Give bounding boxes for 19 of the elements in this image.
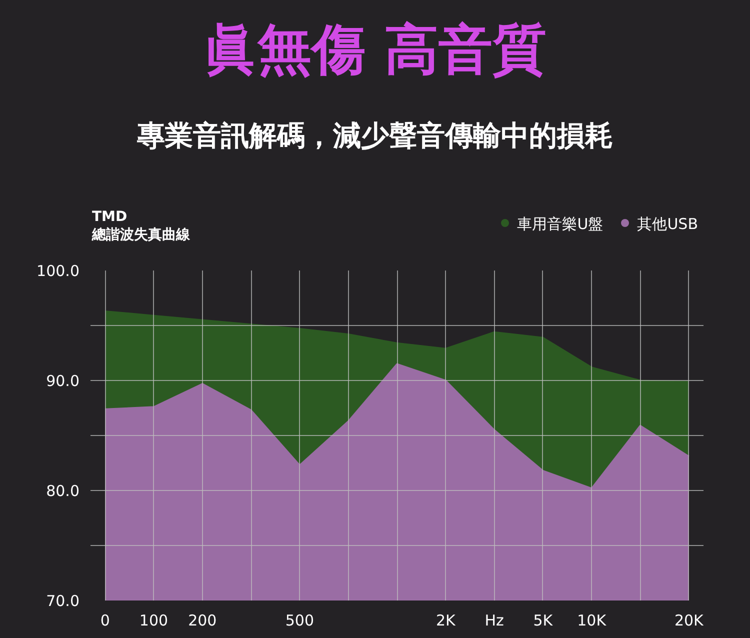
- x-tick-label: 2K: [436, 612, 457, 630]
- x-tick-label: 20K: [674, 612, 705, 630]
- text: TMD: [92, 209, 128, 225]
- x-tick-label: 0: [100, 612, 110, 630]
- x-tick-label: 100: [139, 612, 168, 630]
- x-tick-label: 500: [285, 612, 314, 630]
- chart-subtitle: 專業音訊解碼，減少聲音傳輸中的損耗: [136, 118, 614, 154]
- y-tick-label: 90.0: [46, 372, 80, 390]
- x-tick-label: 10K: [577, 612, 608, 630]
- x-tick-label: 200: [188, 612, 217, 630]
- text: 總諧波失真曲線: [92, 227, 190, 243]
- y-tick-label: 70.0: [46, 592, 80, 610]
- x-tick-label: 5K: [533, 612, 554, 630]
- y-tick-label: 80.0: [46, 482, 80, 500]
- y-tick-label: 100.0: [36, 262, 80, 280]
- x-tick-label: Hz: [484, 612, 504, 630]
- chart-title: 眞無傷 高音質: [202, 17, 548, 82]
- legend-label: 其他USB: [637, 215, 698, 233]
- legend-label: 車用音樂U盤: [517, 215, 604, 233]
